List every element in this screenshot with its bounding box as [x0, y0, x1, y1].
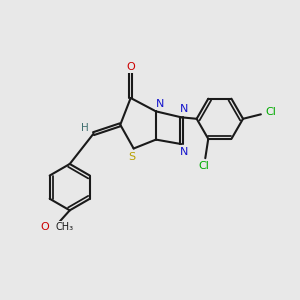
- Text: S: S: [129, 152, 136, 162]
- Text: O: O: [126, 62, 135, 72]
- Text: N: N: [180, 147, 188, 158]
- Text: O: O: [41, 222, 50, 232]
- Text: N: N: [180, 104, 188, 114]
- Text: Cl: Cl: [265, 107, 276, 117]
- Text: CH₃: CH₃: [56, 222, 74, 232]
- Text: N: N: [156, 99, 165, 109]
- Text: Cl: Cl: [198, 160, 209, 171]
- Text: H: H: [81, 123, 88, 133]
